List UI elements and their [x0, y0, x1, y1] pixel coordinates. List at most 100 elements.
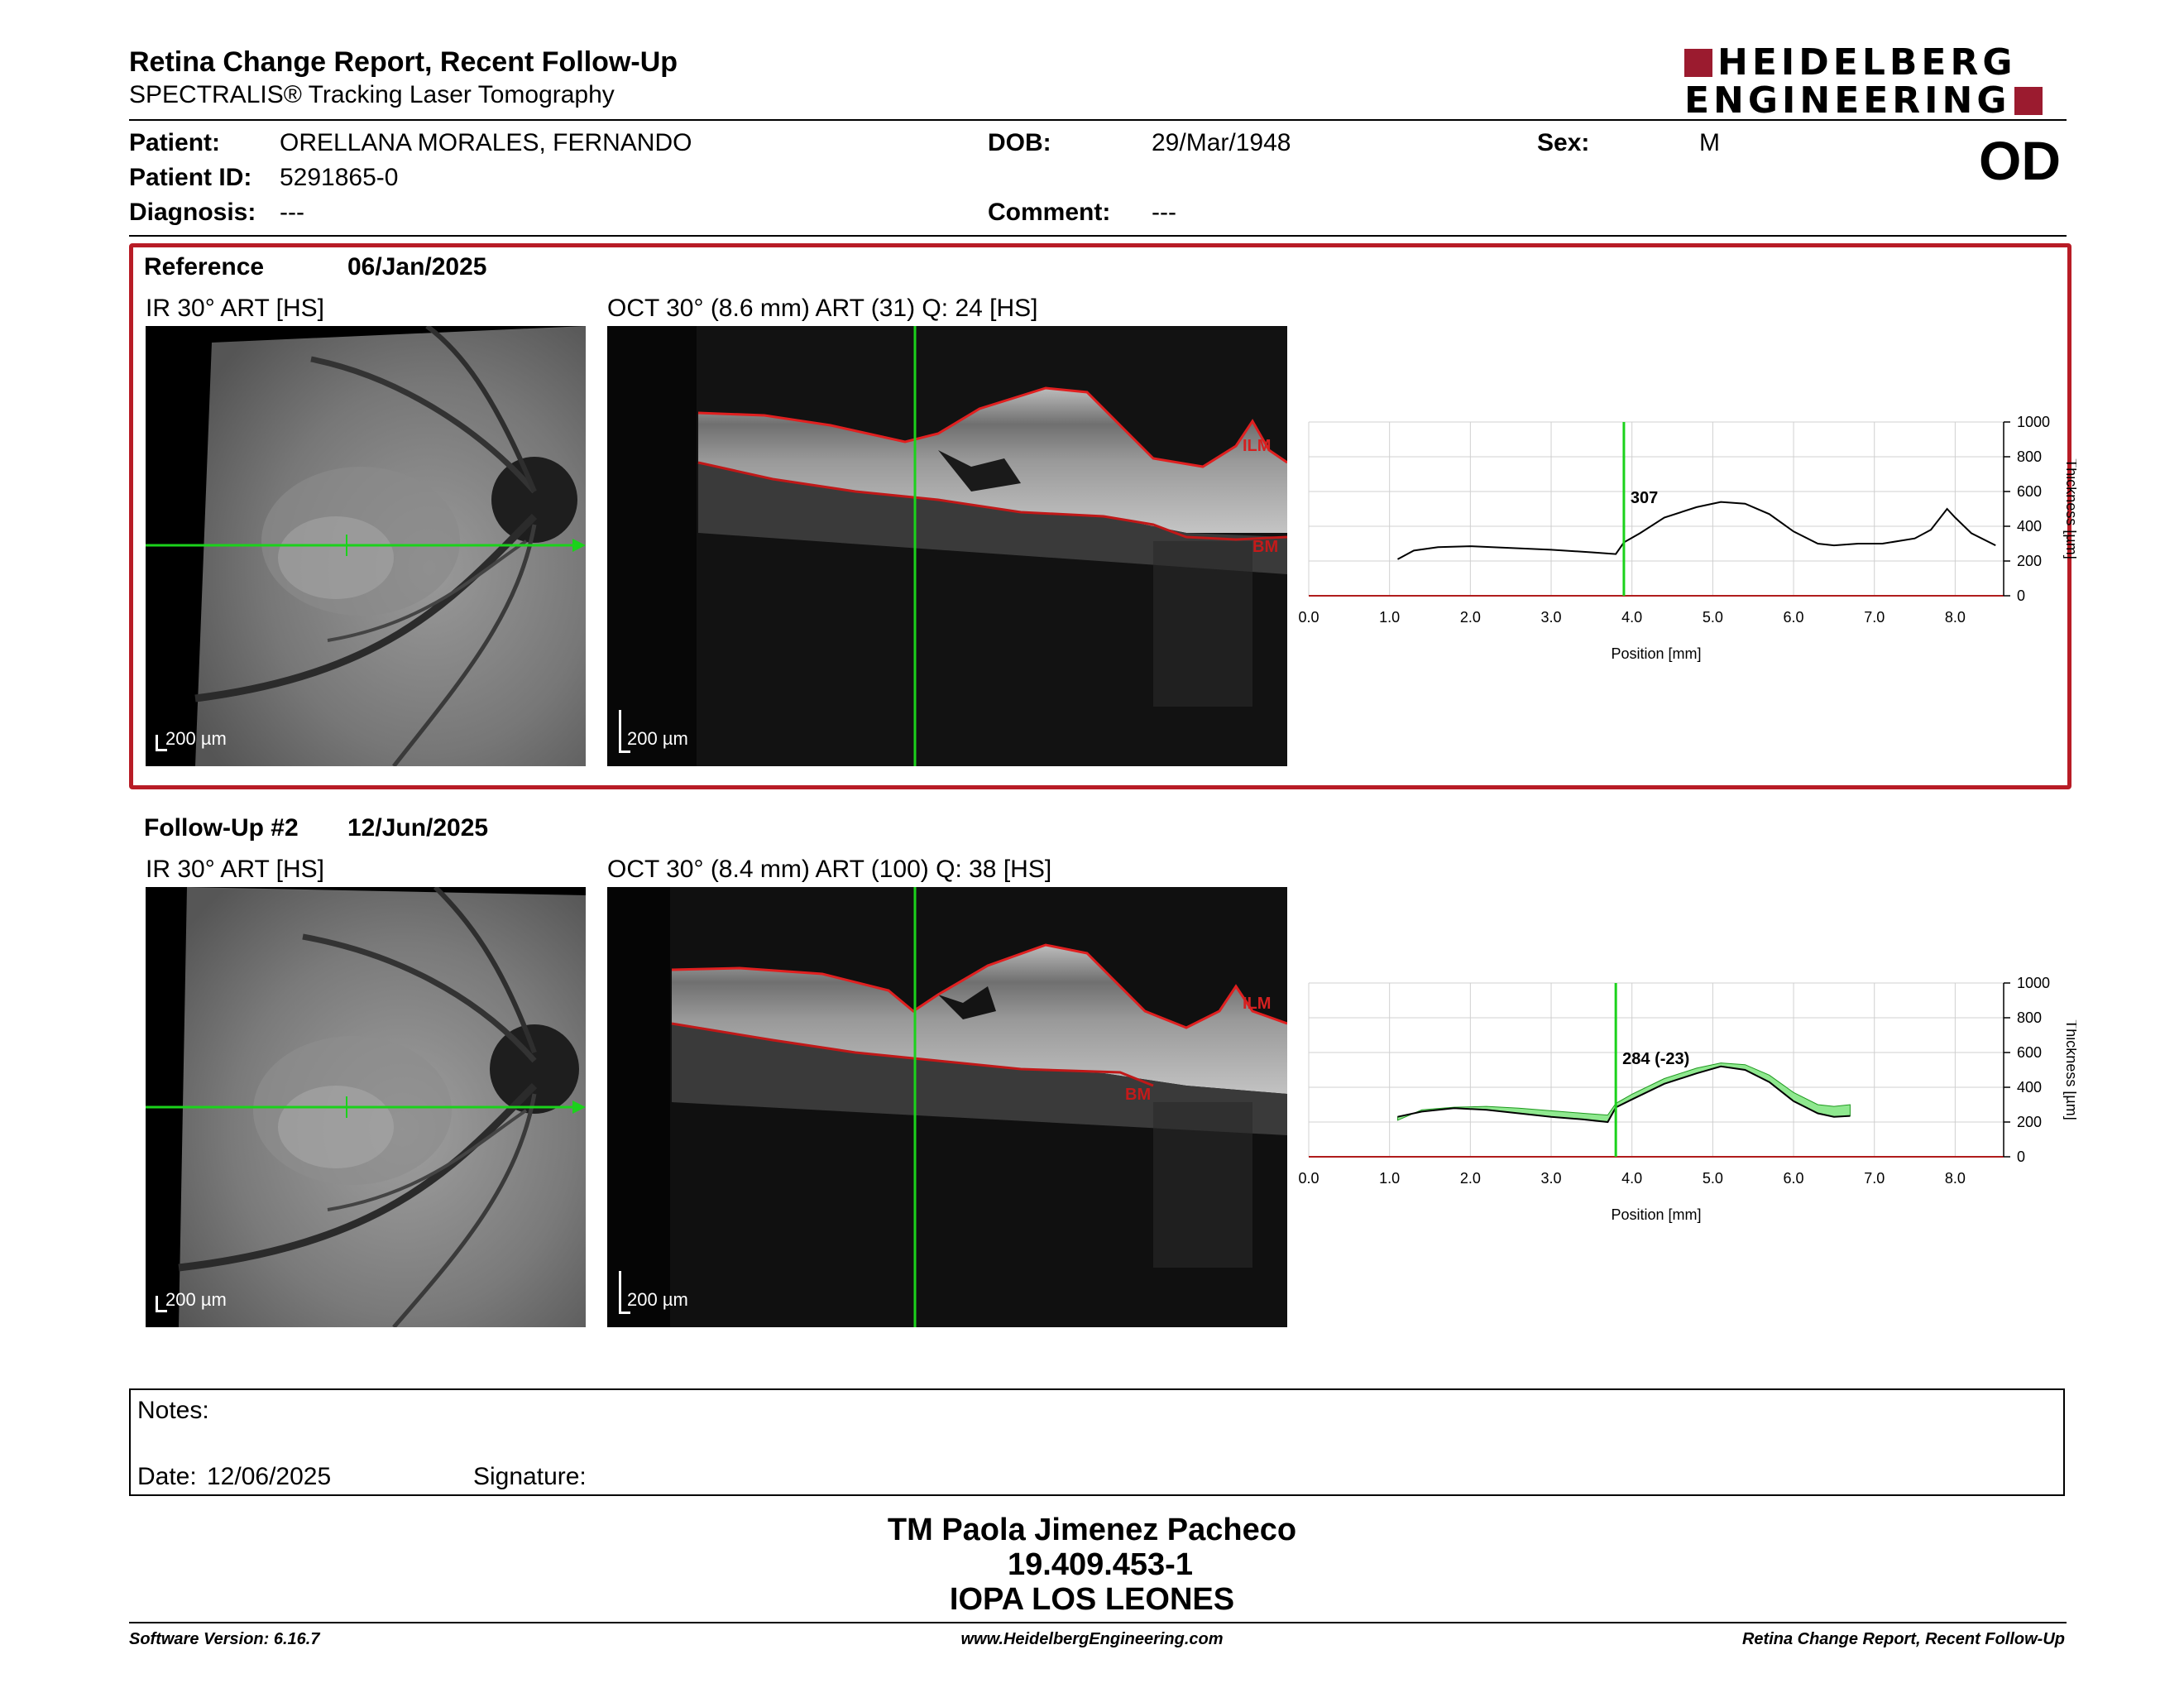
oct-scale-bar	[619, 1271, 621, 1314]
y-tick-label: 600	[2017, 1044, 2042, 1061]
notes-date: 12/06/2025	[207, 1463, 332, 1490]
signature-label: Signature:	[473, 1463, 587, 1490]
eye-indicator: OD	[1979, 130, 2061, 191]
website-link[interactable]: www.HeidelbergEngineering.com	[960, 1630, 1224, 1648]
header-divider	[129, 119, 2067, 121]
x-tick-label: 4.0	[1621, 1170, 1642, 1187]
x-tick-label: 0.0	[1298, 609, 1319, 626]
signer-id: 19.409.453-1	[1008, 1547, 1193, 1582]
x-tick-label: 3.0	[1541, 1170, 1562, 1187]
comment-value: ---	[1152, 199, 1176, 226]
followup-date: 12/Jun/2025	[347, 814, 489, 842]
y-axis-label: Thickness [µm]	[2063, 458, 2076, 559]
ir-scale-bar-base	[156, 1310, 167, 1312]
reference-oct-image[interactable]: ILM BM 200 µm	[607, 326, 1287, 766]
followup-oct-image[interactable]: ILM BM 200 µm	[607, 887, 1287, 1327]
x-tick-label: 5.0	[1703, 1170, 1723, 1187]
y-tick-label: 800	[2017, 448, 2042, 465]
report-subtitle: SPECTRALIS® Tracking Laser Tomography	[129, 81, 615, 108]
reference-ir-caption: IR 30° ART [HS]	[146, 295, 324, 322]
y-tick-label: 0	[2017, 587, 2025, 604]
x-tick-label: 5.0	[1703, 609, 1723, 626]
x-tick-label: 6.0	[1784, 1170, 1804, 1187]
followup-thickness-chart: 0.0 1.0 2.0 3.0 4.0 5.0 6.0 7.0 8.0 0 200 400 600 800…	[1298, 975, 2076, 1223]
dob-value: 29/Mar/1948	[1152, 129, 1291, 156]
reference-ir-image[interactable]: 200 µm	[146, 326, 586, 766]
report-title: Retina Change Report, Recent Follow-Up	[129, 46, 678, 78]
dob-label: DOB:	[988, 129, 1051, 156]
oct-scale-bar	[619, 710, 621, 753]
followup-ir-image[interactable]: 200 µm	[146, 887, 586, 1327]
x-axis-label: Position [mm]	[1611, 645, 1701, 662]
x-tick-label: 1.0	[1379, 1170, 1400, 1187]
signer-org: IOPA LOS LEONES	[949, 1582, 1235, 1617]
notes-box[interactable]: Notes: Date: 12/06/2025 Signature:	[129, 1388, 2065, 1496]
x-tick-label: 2.0	[1460, 1170, 1481, 1187]
thickness-series-line	[1396, 501, 1996, 560]
x-tick-label: 8.0	[1945, 609, 1966, 626]
reference-box	[129, 243, 2071, 789]
y-tick-label: 1000	[2017, 414, 2050, 430]
sex-value: M	[1699, 129, 1720, 156]
x-tick-label: 8.0	[1945, 1170, 1966, 1187]
marker-value-label: 284 (-23)	[1622, 1050, 1689, 1068]
y-tick-label: 400	[2017, 518, 2042, 535]
logo-line-1: HEIDELBERG	[1717, 41, 2017, 84]
reference-bm-label: BM	[1252, 538, 1279, 556]
reference-ilm-label: ILM	[1243, 437, 1272, 455]
y-tick-label: 600	[2017, 483, 2042, 500]
ir-scale-bar-base	[156, 749, 167, 751]
x-tick-label: 2.0	[1460, 609, 1481, 626]
x-tick-label: 4.0	[1621, 609, 1642, 626]
followup-ir-caption: IR 30° ART [HS]	[146, 856, 324, 883]
followup-oct-scale: 200 µm	[627, 1289, 688, 1310]
followup-oct-caption: OCT 30° (8.4 mm) ART (100) Q: 38 [HS]	[607, 856, 1052, 883]
sex-label: Sex:	[1537, 129, 1590, 156]
y-tick-label: 400	[2017, 1079, 2042, 1096]
oct-scale-bar-base	[619, 750, 630, 753]
logo-line-2: ENGINEERING	[1684, 79, 2011, 122]
reference-oct-scale: 200 µm	[627, 728, 688, 749]
patient-divider	[129, 235, 2067, 237]
followup-ir-scale: 200 µm	[165, 1289, 227, 1310]
y-tick-label: 800	[2017, 1009, 2042, 1026]
x-tick-label: 6.0	[1784, 609, 1804, 626]
followup-ilm-label: ILM	[1243, 995, 1272, 1013]
signer-name: TM Paola Jimenez Pacheco	[887, 1513, 1297, 1547]
x-tick-label: 7.0	[1864, 609, 1885, 626]
x-axis-label: Position [mm]	[1611, 1206, 1701, 1223]
heidelberg-logo: HEIDELBERG ENGINEERING	[1684, 41, 2065, 122]
patient-name: ORELLANA MORALES, FERNANDO	[280, 129, 692, 156]
reference-thickness-chart: 0.0 1.0 2.0 3.0 4.0 5.0 6.0 7.0 8.0 0 200 400 600 800…	[1298, 414, 2076, 662]
footer-report-name: Retina Change Report, Recent Follow-Up	[1741, 1630, 2065, 1648]
patient-id-label: Patient ID:	[129, 164, 252, 191]
x-tick-label: 3.0	[1541, 609, 1562, 626]
y-tick-label: 1000	[2017, 975, 2050, 991]
diagnosis-value: ---	[280, 199, 304, 226]
diagnosis-label: Diagnosis:	[129, 199, 256, 226]
y-axis-label: Thickness [µm]	[2063, 1019, 2076, 1120]
reference-date: 06/Jan/2025	[347, 253, 487, 281]
ir-scale-bar	[156, 735, 158, 751]
patient-label: Patient:	[129, 129, 221, 156]
reference-oct-caption: OCT 30° (8.6 mm) ART (31) Q: 24 [HS]	[607, 295, 1038, 322]
notes-date-label: Date:	[137, 1463, 197, 1490]
y-tick-label: 200	[2017, 553, 2042, 569]
reference-label: Reference	[144, 253, 265, 281]
followup-bm-label: BM	[1125, 1086, 1152, 1104]
notes-label: Notes:	[137, 1397, 209, 1424]
oct-scale-bar-base	[619, 1312, 630, 1314]
footer-divider	[129, 1622, 2067, 1623]
ir-scale-bar	[156, 1296, 158, 1312]
comment-label: Comment:	[988, 199, 1111, 226]
followup-label: Follow-Up #2	[144, 814, 299, 842]
reference-ir-scale: 200 µm	[165, 728, 227, 749]
software-version: Software Version: 6.16.7	[129, 1630, 320, 1648]
patient-id: 5291865-0	[280, 164, 399, 191]
followup-series-line	[1397, 1065, 1851, 1124]
x-tick-label: 0.0	[1298, 1170, 1319, 1187]
marker-value-label: 307	[1631, 489, 1658, 507]
y-tick-label: 200	[2017, 1114, 2042, 1130]
x-tick-label: 7.0	[1864, 1170, 1885, 1187]
y-tick-label: 0	[2017, 1149, 2025, 1165]
